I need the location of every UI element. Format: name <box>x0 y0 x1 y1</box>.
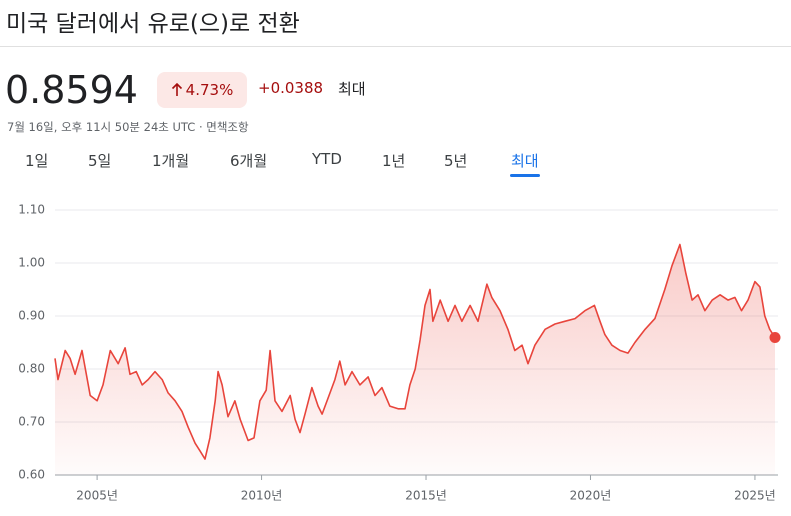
tab[interactable]: 5년 <box>444 152 468 170</box>
timestamp: 7월 16일, 오후 11시 50분 24초 UTC · 면책조항 <box>7 120 249 134</box>
y-tick-label: 1.00 <box>18 256 45 270</box>
y-tick-label: 0.60 <box>18 468 45 482</box>
tab[interactable]: 최대 <box>511 152 539 170</box>
x-tick-label: 2010년 <box>241 489 283 503</box>
change-badge: 4.73% <box>157 72 247 108</box>
tab[interactable]: 1개월 <box>152 152 190 170</box>
x-tick-label: 2020년 <box>570 489 612 503</box>
y-tick-label: 0.80 <box>18 362 45 376</box>
tab-underline <box>510 174 540 177</box>
y-tick-label: 0.70 <box>18 415 45 429</box>
divider <box>0 46 791 47</box>
y-tick-label: 1.10 <box>18 203 45 217</box>
end-dot <box>769 332 781 344</box>
change-percent: 4.73% <box>185 81 234 99</box>
tab[interactable]: 1년 <box>382 152 406 170</box>
y-tick-label: 0.90 <box>18 309 45 323</box>
tab[interactable]: YTD <box>312 150 342 168</box>
area-fill <box>55 244 775 475</box>
page-title: 미국 달러에서 유로(으)로 전환 <box>6 11 300 37</box>
up-arrow <box>171 83 182 96</box>
period: 최대 <box>338 80 366 98</box>
price-line <box>54 243 776 460</box>
change-value: +0.0388 <box>258 79 324 97</box>
x-tick-label: 2015년 <box>405 489 447 503</box>
tab[interactable]: 5일 <box>88 152 112 170</box>
price: 0.8594 <box>5 68 138 112</box>
x-tick-label: 2005년 <box>76 489 118 503</box>
x-tick-label: 2025년 <box>734 489 776 503</box>
tab[interactable]: 1일 <box>25 152 49 170</box>
tab[interactable]: 6개월 <box>230 152 268 170</box>
